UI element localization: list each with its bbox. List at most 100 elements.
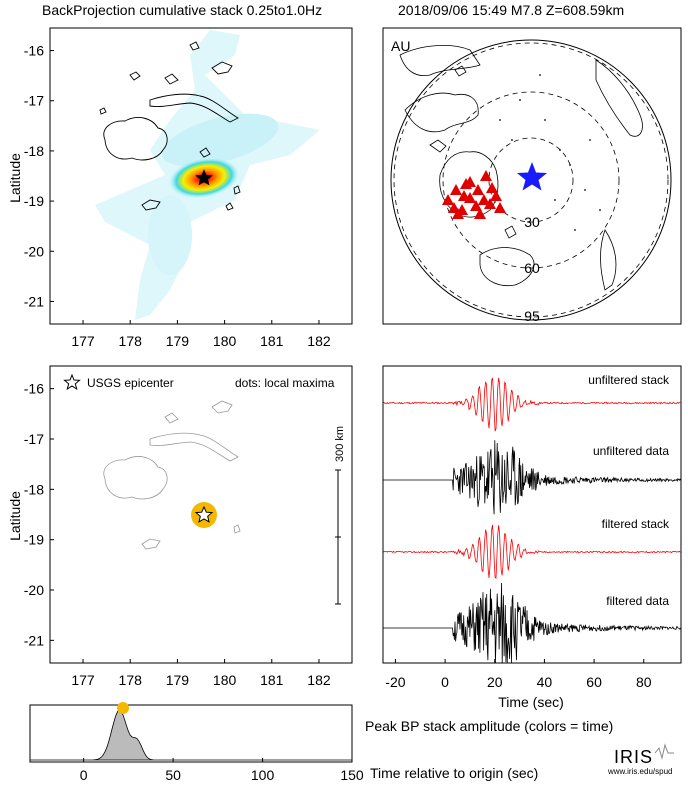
station-triangle-icon: [480, 170, 492, 181]
fiji-coastlines-faint: [103, 400, 241, 550]
network-label: AU: [391, 38, 410, 54]
ytick-label: -21: [24, 632, 44, 648]
station-triangle-icon: [452, 208, 464, 219]
panel3-xaxis: 177 178 179 180 181 182: [71, 659, 331, 688]
iris-logo-text: IRIS: [614, 747, 653, 767]
epicenter-star-blue-icon: [517, 162, 547, 191]
station-triangle-icon: [486, 182, 498, 193]
station-triangles: [442, 170, 506, 219]
panel4-xaxis: -20 0 20 40 60 80: [385, 659, 652, 690]
scale-bar: [335, 469, 341, 605]
xtick-label: 178: [119, 672, 143, 688]
seismogram-traces: [383, 377, 681, 663]
series-label-filtered-data: filtered data: [606, 594, 669, 608]
xtick-label: 100: [251, 767, 275, 783]
panel1-xaxis: 177 178 179 180 181 182: [71, 320, 331, 349]
xtick-label: 179: [166, 672, 190, 688]
ytick-label: -20: [24, 582, 44, 598]
bp-swath-core: [161, 113, 279, 167]
xtick-label: 181: [260, 333, 284, 349]
station-triangle-icon: [490, 190, 502, 201]
ring-95: [393, 42, 669, 318]
xtick-label: 50: [165, 767, 181, 783]
local-maxima-panel: USGS epicenter dots: local maxima 300 km…: [7, 365, 353, 688]
xtick-label: 182: [307, 333, 331, 349]
xtick-label: 40: [537, 674, 553, 690]
ytick-label: -20: [24, 243, 44, 259]
legend-local-maxima: dots: local maxima: [235, 376, 335, 390]
legend-usgs-epicenter: USGS epicenter: [87, 376, 174, 390]
panel1-frame: [49, 27, 353, 325]
unfiltered-data-trace: [383, 440, 681, 515]
ring-label-95: 95: [524, 308, 540, 324]
seismogram-panel: unfiltered stack unfiltered data filtere…: [382, 365, 682, 710]
station-triangle-icon: [442, 194, 454, 205]
panel5-xaxis: 0 50 100 150: [80, 758, 364, 783]
fiji-coastlines: [99, 41, 241, 211]
filtered-data-trace: [383, 582, 681, 663]
ytick-label: -17: [24, 93, 44, 109]
panel2-frame: [382, 27, 682, 325]
xtick-label: 179: [166, 333, 190, 349]
xtick-label: 177: [71, 672, 95, 688]
ytick-label: -18: [24, 143, 44, 159]
xtick-label: 80: [636, 674, 652, 690]
series-label-filtered-stack: filtered stack: [602, 517, 670, 531]
panel5-title: Peak BP stack amplitude (colors = time): [365, 718, 613, 734]
series-label-unfiltered-stack: unfiltered stack: [588, 373, 670, 387]
ytick-label: -19: [24, 193, 44, 209]
ring-label-60: 60: [524, 260, 540, 276]
panel5-xlabel: Time relative to origin (sec): [370, 765, 538, 781]
panel4-frame: [382, 365, 682, 664]
polar-small-dots: [499, 74, 601, 231]
filtered-stack-trace: [383, 524, 681, 579]
xtick-label: 180: [213, 333, 237, 349]
station-triangle-icon: [474, 208, 486, 219]
ytick-label: -16: [24, 43, 44, 59]
station-triangle-icon: [494, 202, 506, 213]
station-triangle-icon: [450, 184, 462, 195]
xtick-label: -20: [385, 674, 405, 690]
iris-url: www.iris.edu/spud: [607, 767, 672, 776]
backprojection-panel: -16 -17 -18 -19 -20 -21 177 178 179 180 181 182 La…: [7, 27, 353, 349]
panel3-ylabel: Latitude: [7, 491, 23, 541]
station-triangle-icon: [460, 178, 472, 189]
station-triangle-icon: [464, 192, 476, 203]
ytick-label: -18: [24, 481, 44, 497]
xtick-label: 20: [487, 674, 503, 690]
panel3-frame: [49, 365, 353, 664]
epicenter-star-icon: [195, 169, 213, 186]
polar-coastlines: [399, 45, 643, 291]
station-triangle-icon: [472, 184, 484, 195]
ytick-label: -21: [24, 293, 44, 309]
station-triangle-icon: [478, 194, 490, 205]
usgs-epicenter-star-icon: [194, 505, 214, 523]
xtick-label: 177: [71, 333, 95, 349]
ytick-label: -16: [24, 381, 44, 397]
xtick-label: 178: [119, 333, 143, 349]
xtick-label: 0: [441, 674, 449, 690]
scale-bar-label: 300 km: [334, 426, 346, 462]
iris-logo: IRIS www.iris.edu/spud: [607, 743, 674, 776]
ring-30: [488, 137, 574, 223]
unfiltered-stack-trace: [383, 377, 681, 432]
iris-logo-wave-icon: [654, 743, 674, 760]
station-triangle-icon: [470, 200, 482, 211]
xtick-label: 0: [80, 767, 88, 783]
left-title: BackProjection cumulative stack 0.25to1.…: [42, 2, 322, 18]
peak-amplitude-panel: 0 50 100 150 Peak BP stack amplitude (color…: [29, 702, 613, 783]
panel4-xlabel: Time (sec): [498, 694, 564, 710]
panel1-yaxis: -16 -17 -18 -19 -20 -21: [24, 43, 54, 309]
xtick-label: 180: [213, 672, 237, 688]
station-triangle-icon: [484, 198, 496, 209]
series-label-unfiltered-data: unfiltered data: [593, 444, 669, 458]
panel1-ylabel: Latitude: [7, 153, 23, 203]
legend-star-icon: [63, 373, 81, 391]
xtick-label: 181: [260, 672, 284, 688]
station-map-panel: AU 30 60 95: [382, 27, 682, 325]
xtick-label: 182: [307, 672, 331, 688]
peak-marker: [117, 702, 130, 714]
ytick-label: -17: [24, 431, 44, 447]
xtick-label: 60: [586, 674, 602, 690]
